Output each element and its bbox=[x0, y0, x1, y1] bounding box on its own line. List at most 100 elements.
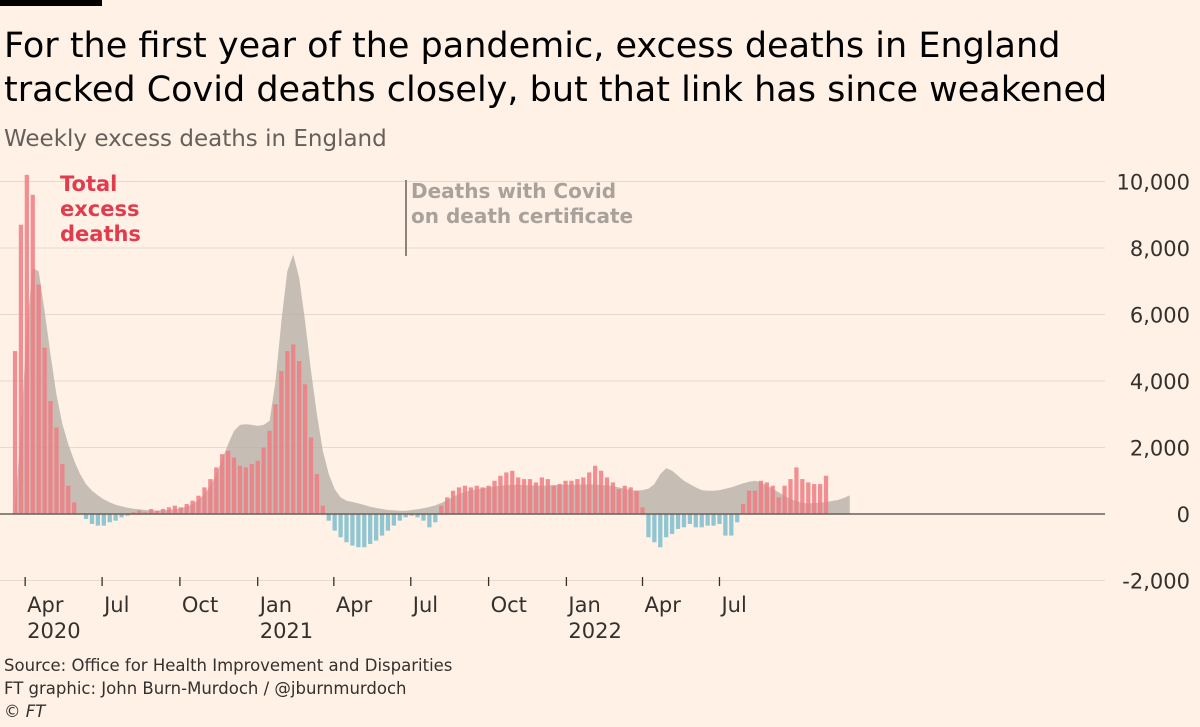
excess-bar bbox=[758, 480, 764, 514]
excess-bar bbox=[752, 490, 758, 514]
excess-bar bbox=[622, 485, 627, 514]
excess-bar bbox=[385, 514, 391, 531]
x-tick-year-label: 2020 bbox=[27, 619, 80, 643]
footer: Source: Office for Health Improvement an… bbox=[4, 654, 452, 723]
x-tick-label: Jul bbox=[719, 593, 746, 617]
excess-bar bbox=[741, 504, 746, 514]
excess-bar bbox=[468, 487, 473, 514]
excess-bar bbox=[492, 480, 497, 514]
excess-deaths-chart: -2,00002,0004,0006,0008,00010,000Apr2020… bbox=[0, 171, 1190, 643]
excess-bar bbox=[231, 457, 237, 514]
annotation-covid-deaths: Deaths with Covid bbox=[411, 179, 616, 203]
excess-bar bbox=[143, 512, 148, 514]
excess-bar bbox=[587, 472, 592, 514]
excess-bar bbox=[729, 514, 734, 536]
y-tick-label: 10,000 bbox=[1117, 171, 1190, 195]
excess-bar bbox=[107, 514, 112, 523]
excess-bar bbox=[563, 480, 568, 514]
excess-bar bbox=[634, 490, 639, 514]
excess-bar bbox=[711, 514, 716, 526]
x-tick-label: Oct bbox=[491, 593, 527, 617]
excess-bar bbox=[255, 460, 260, 514]
excess-bar bbox=[326, 514, 331, 521]
excess-bar bbox=[409, 514, 414, 516]
excess-bar bbox=[261, 447, 266, 514]
excess-bar bbox=[320, 505, 325, 514]
excess-bar bbox=[658, 514, 663, 548]
excess-bar bbox=[806, 482, 811, 514]
x-tick-label: Jan bbox=[258, 593, 292, 617]
excess-bar bbox=[273, 404, 278, 514]
excess-bar bbox=[220, 454, 225, 514]
excess-bar bbox=[693, 514, 698, 528]
excess-bar bbox=[72, 502, 77, 514]
excess-bar bbox=[527, 479, 533, 514]
excess-bar bbox=[403, 514, 408, 518]
x-tick-year-label: 2021 bbox=[260, 619, 313, 643]
excess-bar bbox=[30, 194, 35, 515]
y-tick-label: 6,000 bbox=[1130, 304, 1190, 328]
excess-bar bbox=[593, 465, 598, 514]
excess-bar bbox=[137, 510, 142, 514]
covid-deaths-area bbox=[15, 254, 850, 514]
excess-bar bbox=[652, 514, 657, 543]
excess-bar bbox=[297, 361, 302, 514]
excess-bar bbox=[214, 467, 219, 514]
excess-bar bbox=[368, 514, 373, 544]
excess-bar bbox=[486, 485, 491, 514]
excess-bar bbox=[427, 514, 432, 528]
excess-bar bbox=[782, 485, 787, 514]
excess-bar bbox=[89, 514, 95, 524]
annotation-total-excess: deaths bbox=[60, 222, 141, 246]
excess-bar bbox=[510, 470, 515, 514]
excess-bar bbox=[332, 514, 337, 531]
x-tick-label: Oct bbox=[182, 593, 218, 617]
excess-bar bbox=[125, 514, 130, 516]
excess-bar bbox=[675, 514, 681, 529]
excess-bar bbox=[48, 400, 53, 514]
excess-bar bbox=[421, 514, 426, 521]
x-tick-label: Apr bbox=[27, 593, 64, 617]
y-tick-label: 0 bbox=[1177, 503, 1190, 527]
excess-bar bbox=[338, 514, 343, 538]
excess-bar bbox=[598, 470, 604, 514]
excess-bar bbox=[101, 514, 106, 526]
excess-bar bbox=[113, 514, 118, 521]
y-tick-label: 8,000 bbox=[1130, 237, 1190, 261]
excess-bar bbox=[735, 514, 740, 523]
excess-bar bbox=[604, 477, 610, 514]
excess-bar bbox=[551, 485, 556, 514]
chart-subtitle: Weekly excess deaths in England bbox=[4, 126, 387, 152]
excess-bar bbox=[202, 487, 207, 514]
excess-bar bbox=[581, 477, 586, 514]
excess-bar bbox=[208, 479, 213, 514]
excess-bar bbox=[687, 514, 692, 524]
excess-bar bbox=[788, 479, 793, 514]
excess-bar bbox=[616, 489, 621, 514]
excess-bar bbox=[225, 450, 231, 514]
x-tick-label: Jul bbox=[102, 593, 129, 617]
excess-deaths-bars bbox=[12, 174, 829, 548]
excess-bar bbox=[764, 482, 769, 514]
excess-bar bbox=[723, 514, 728, 536]
ft-top-bar bbox=[0, 0, 102, 6]
excess-bar bbox=[669, 514, 675, 534]
excess-bar bbox=[285, 351, 290, 514]
excess-bar bbox=[314, 474, 320, 514]
excess-bar bbox=[18, 224, 24, 514]
excess-bar bbox=[54, 427, 59, 514]
excess-bar bbox=[450, 490, 456, 514]
excess-bar bbox=[119, 514, 124, 518]
excess-bar bbox=[717, 514, 722, 524]
x-tick-label: Jan bbox=[566, 593, 600, 617]
annotation-total-excess: excess bbox=[60, 197, 139, 221]
y-tick-label: -2,000 bbox=[1122, 570, 1190, 594]
excess-bar bbox=[610, 482, 616, 514]
excess-bar bbox=[302, 384, 308, 514]
excess-bar bbox=[575, 479, 580, 514]
excess-bar bbox=[178, 507, 183, 514]
excess-bar bbox=[439, 505, 444, 514]
excess-bar bbox=[379, 514, 385, 536]
annotation-covid-deaths: on death certificate bbox=[411, 204, 633, 228]
